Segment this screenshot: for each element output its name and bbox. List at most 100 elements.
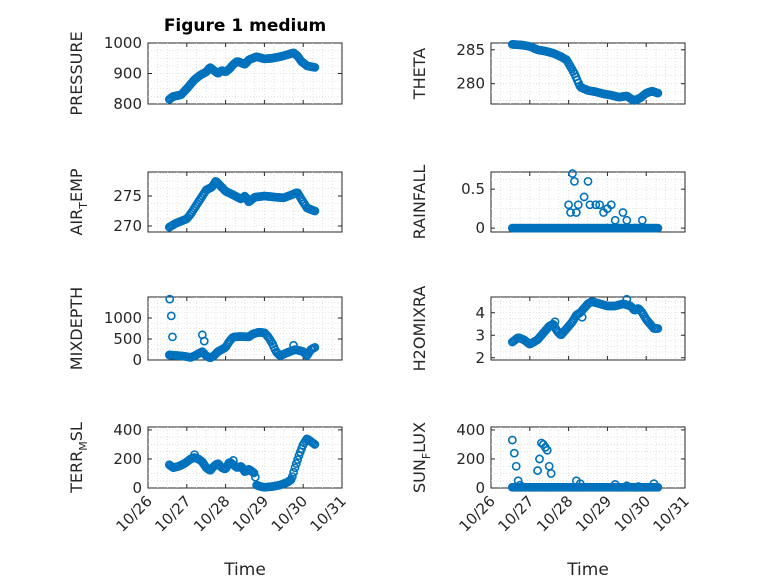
- terr_msl-xtick-label: 10/31: [307, 492, 350, 535]
- rainfall-point: [637, 215, 647, 225]
- h2omixra-ytick-label: 4: [475, 304, 485, 322]
- terr_msl-point: [289, 467, 299, 477]
- rainfall-point: [653, 223, 663, 233]
- subplot-h2omixra: 2 3 4 H2OMIXRA: [410, 286, 686, 372]
- rainfall-point: [622, 215, 632, 225]
- rainfall-point: [571, 208, 581, 217]
- subplot-mixdepth: 0 500 1000 MIXDEPTH: [67, 287, 343, 370]
- mixdepth-point: [168, 332, 177, 342]
- h2omixra-point: [622, 294, 632, 304]
- sun_flux-point: [634, 482, 643, 491]
- h2omixra-point: [653, 324, 663, 333]
- sun_flux-xtick-label: 10/30: [611, 492, 654, 535]
- rainfall-point: [564, 200, 573, 210]
- mixdepth-point: [199, 336, 209, 346]
- mixdepth-point: [166, 311, 176, 321]
- sun_flux-point: [542, 445, 552, 455]
- terr_msl-point: [293, 455, 303, 465]
- terr_msl-point: [287, 472, 297, 482]
- rainfall-point: [610, 215, 620, 225]
- pressure-ytick-label: 800: [113, 95, 142, 113]
- air_temp-ylabel-part: AIR: [67, 209, 86, 236]
- chart-title: Figure 1 medium: [164, 16, 326, 36]
- mixdepth-ytick-label: 0: [132, 351, 142, 369]
- sun_flux-point: [622, 481, 632, 491]
- terr_msl-point: [250, 472, 260, 482]
- sun_flux-xtick-label: 10/29: [572, 492, 615, 535]
- sun_flux-xtick-label: 10/27: [494, 492, 537, 535]
- sun_flux-xtick-label: 10/26: [456, 492, 499, 535]
- sun_flux-xtick-label: 10/31: [650, 492, 693, 535]
- terr_msl-xlabel: Time: [223, 560, 266, 580]
- rainfall-point: [566, 208, 575, 217]
- subplot-air_temp: 270 275 AIRTEMP: [67, 168, 343, 236]
- terr_msl-point: [190, 450, 199, 459]
- sun_flux-ylabel-sub: F: [420, 453, 433, 459]
- sun_flux-ylabel: SUNFLUX: [410, 422, 433, 493]
- h2omixra-ytick-label: 3: [475, 326, 485, 344]
- subplot-theta: 280 285 THETA: [410, 39, 686, 105]
- mixdepth-point: [289, 340, 298, 350]
- rainfall-ytick-label: 0.5: [461, 180, 485, 198]
- sun_flux-ylabel-part: SUN: [410, 459, 429, 493]
- air_temp-ytick-label: 270: [113, 217, 142, 235]
- sun_flux-ylabel-part: LUX: [410, 422, 429, 453]
- rainfall-point: [591, 200, 601, 210]
- terr_msl-ytick-label: 400: [113, 421, 142, 439]
- mixdepth-point: [310, 342, 320, 352]
- rainfall-point: [579, 192, 589, 202]
- sun_flux-point: [513, 476, 523, 486]
- rainfall-point: [583, 176, 593, 186]
- rainfall-point: [595, 200, 605, 210]
- subplot-rainfall: 0 0.5 RAINFALL: [410, 165, 686, 240]
- air_temp-ylabel-part: EMP: [67, 168, 86, 202]
- sun_flux-point: [511, 461, 521, 471]
- terr_msl-xtick-label: 10/29: [229, 492, 272, 535]
- sun_flux-point: [507, 435, 517, 445]
- terr_msl-xtick-label: 10/26: [113, 492, 156, 535]
- terr_msl-point: [228, 456, 238, 465]
- subplot-pressure: 800 900 1000 PRESSURE: [67, 31, 343, 116]
- sun_flux-point: [515, 480, 525, 490]
- mixdepth-ylabel: MIXDEPTH: [67, 287, 86, 370]
- rainfall-point: [573, 200, 583, 210]
- air_temp-ylabel: AIRTEMP: [67, 168, 90, 235]
- rainfall-point: [614, 223, 624, 233]
- mixdepth-ytick-label: 500: [113, 330, 142, 348]
- terr_msl-xtick-label: 10/27: [151, 492, 194, 535]
- sun_flux-ytick-label: 0: [475, 479, 485, 497]
- theta-point: [653, 88, 663, 98]
- terr_msl-point: [310, 440, 320, 449]
- rainfall-ylabel: RAINFALL: [410, 165, 429, 240]
- h2omixra-ytick-label: 2: [475, 349, 485, 367]
- rainfall-point: [570, 176, 579, 186]
- sun_flux-xlabel: Time: [566, 560, 609, 580]
- terr_msl-ytick-label: 200: [113, 450, 142, 468]
- pressure-point: [310, 63, 320, 72]
- rainfall-point: [603, 223, 612, 233]
- pressure-ylabel: PRESSURE: [67, 31, 86, 115]
- terr_msl-ylabel-sub: M: [77, 441, 90, 451]
- air_temp-ylabel-sub: T: [77, 202, 90, 210]
- terr_msl-ylabel: TERRMSL: [67, 422, 90, 494]
- h2omixra-ylabel: H2OMIXRA: [410, 286, 429, 372]
- rainfall-point: [585, 200, 595, 210]
- sun_flux-point: [533, 466, 542, 475]
- air_temp-point: [310, 206, 320, 216]
- sun_flux-point: [509, 448, 519, 458]
- mixdepth-ytick-label: 1000: [104, 309, 142, 327]
- terr_msl-ylabel-part: SL: [67, 422, 86, 441]
- h2omixra-point: [550, 317, 560, 327]
- terr_msl-ylabel-part: TERR: [67, 451, 86, 494]
- sun_flux-point: [546, 469, 556, 478]
- rainfall-point: [618, 208, 628, 217]
- sun_flux-point: [610, 479, 620, 489]
- sun_flux-point: [575, 479, 585, 489]
- pressure-ytick-label: 900: [113, 65, 142, 83]
- mixdepth-point: [165, 294, 175, 304]
- rainfall-point: [606, 200, 616, 210]
- terr_msl-xtick-label: 10/28: [190, 492, 233, 535]
- theta-ylabel: THETA: [410, 48, 429, 100]
- pressure-ytick-label: 1000: [104, 34, 142, 52]
